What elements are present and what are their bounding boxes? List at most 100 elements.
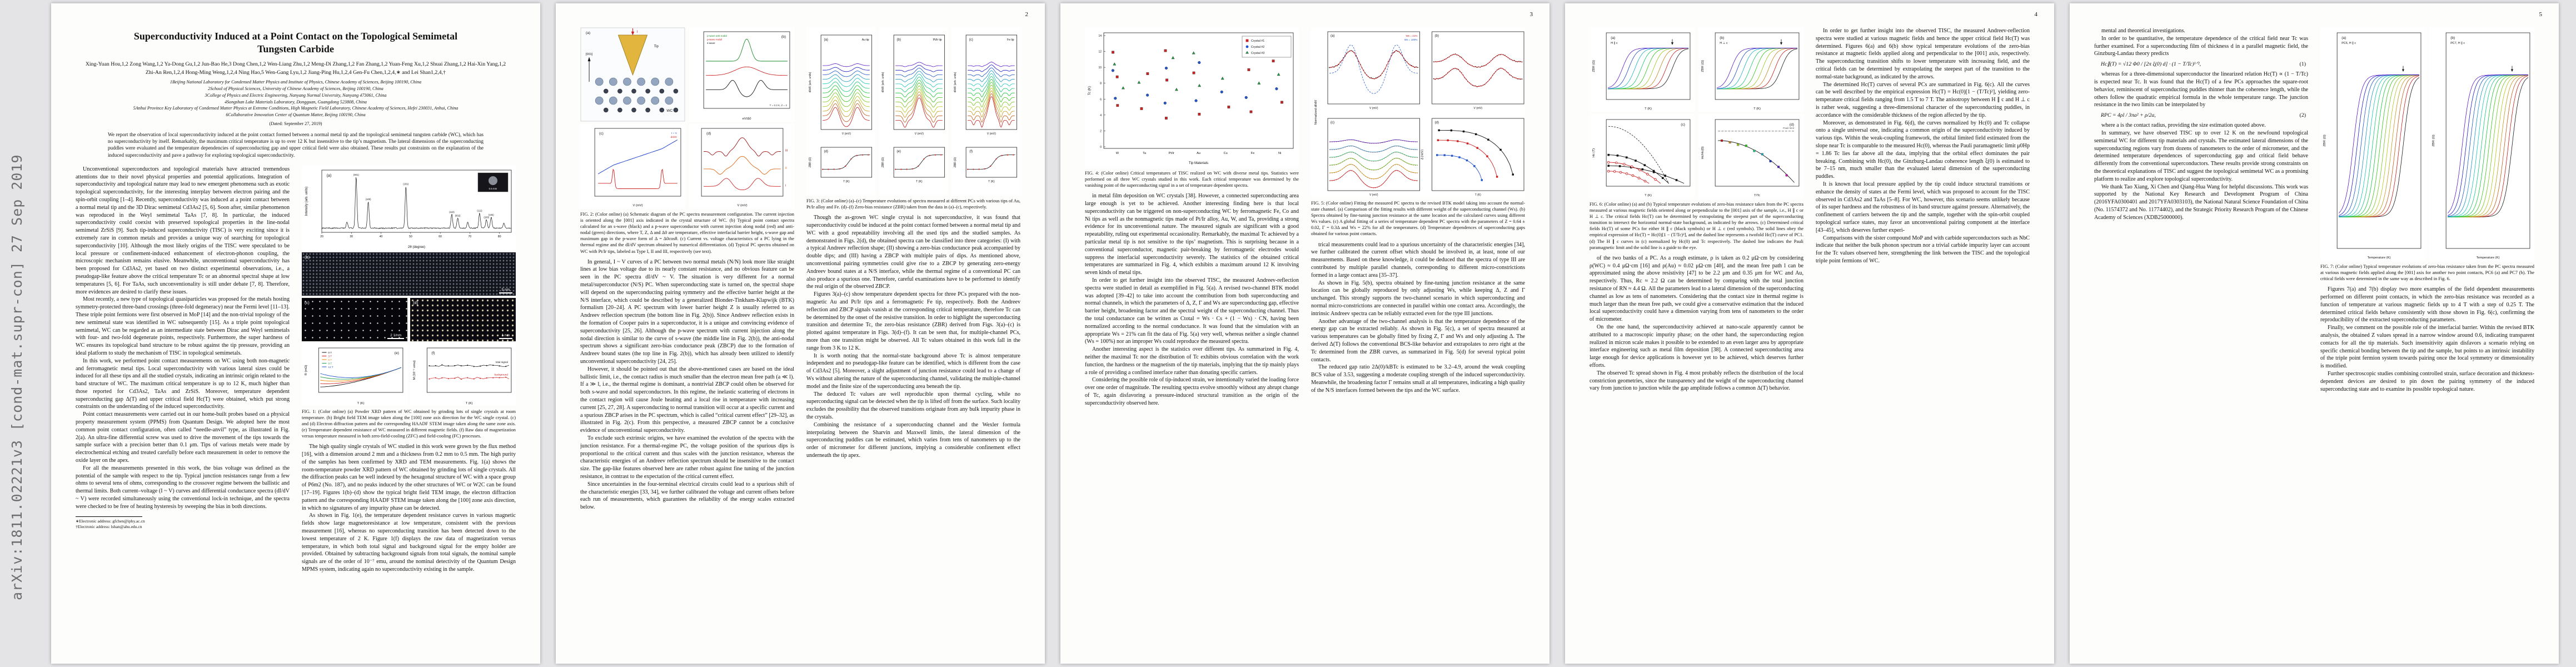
panel-label: (b): [305, 254, 310, 260]
figure-2-btk-panel: p-wave anti-nodal p-wave nodal s-wave T = 0…: [689, 27, 794, 122]
page-1: Superconductivity Induced at a Point Con…: [51, 3, 540, 664]
figure-3-au-panel: Au tip (a) V (mV) dI/dV (arb. units) (d) T (K…: [806, 27, 875, 195]
footnote-line: †Electronic address: lshan@ahu.edu.cn: [76, 524, 142, 530]
body-paragraphs: In order to get further insight into the…: [1816, 27, 2030, 265]
affiliation-line: 1Beijing National Laboratory for Condens…: [170, 79, 422, 85]
figure-5: (a) Ws = 21% Ws = 100% V (mV) Normalized dI/…: [1311, 27, 1525, 237]
svg-text:(d): (d): [706, 132, 711, 136]
page-number: 2: [1025, 11, 1029, 18]
body-paragraph: In summary, we have observed TISC up to …: [2094, 130, 2308, 182]
svg-text:(111): (111): [477, 209, 482, 212]
svg-text:(110): (110): [449, 211, 455, 213]
scale-bar: 5 nm: [499, 288, 512, 293]
body-paragraph: mental and theoretical investigations.: [2101, 28, 2185, 34]
body-paragraphs: of the two banks of a PC. As a rough est…: [1590, 255, 1803, 392]
svg-text:Cu: Cu: [1224, 152, 1228, 155]
svg-text:PC6, H ∥ c: PC6, H ∥ c: [2341, 42, 2356, 45]
svg-text:(001): (001): [353, 173, 359, 176]
page-number: 5: [2539, 11, 2543, 18]
equation-number: (2): [2299, 112, 2306, 119]
svg-text:80: 80: [498, 235, 501, 238]
svg-text:Ws = 21%: Ws = 21%: [1406, 34, 1417, 37]
svg-text:10: 10: [1098, 66, 1102, 69]
body-paragraph: in metal film deposition on WC crystals …: [1085, 193, 1299, 276]
figure-4: 0 2 4 6 8 10 12 14 W Ta Pt/Ir Au Cu Fe Ni Crystal #1 Cry…: [1085, 27, 1299, 188]
figure-1-stem-image: (d) 1 nm: [410, 297, 516, 341]
svg-text:(d): (d): [1790, 123, 1794, 127]
svg-text:I: I: [785, 184, 786, 187]
author-list: Xing-Yuan Hou,1,2 Zong Wang,1,2 Ya-Dong …: [85, 61, 506, 76]
svg-text:T = 0.3 K, Z = 3: T = 0.3 K, Z = 3: [770, 104, 788, 107]
svg-text:(f): (f): [970, 150, 973, 153]
body-paragraphs: Unconventional superconductors and topol…: [76, 166, 290, 511]
body-paragraph: The determined Hc(T) curves of several P…: [1816, 81, 2030, 118]
body-paragraph: In order to be quantitative, the tempera…: [2094, 35, 2308, 57]
affiliation-line: 6Collaborative Innovation Center of Quan…: [226, 112, 366, 118]
svg-text:0.5 mm: 0.5 mm: [489, 187, 497, 190]
svg-text:(d): (d): [1435, 121, 1439, 125]
page3-left-column: 0 2 4 6 8 10 12 14 W Ta Pt/Ir Au Cu Fe Ni Crystal #1 Cry…: [1085, 27, 1299, 634]
svg-text:ZBR (Ω): ZBR (Ω): [809, 157, 812, 167]
svg-text:3 T: 3 T: [328, 355, 332, 357]
body-paragraph: To exclude such extrinsic origins, we ha…: [580, 435, 794, 480]
svg-text:eV/Δ0: eV/Δ0: [743, 117, 751, 121]
svg-text:12 T: 12 T: [328, 366, 333, 369]
body-paragraph: The high quality single crystals of WC s…: [302, 444, 516, 511]
svg-text:0 T: 0 T: [328, 351, 332, 354]
body-paragraph: Combining the resistance of a supercondu…: [806, 421, 1020, 459]
body-paragraphs: Though the as-grown WC single crystal is…: [806, 214, 1020, 460]
footnote-block: ∗Electronic address: gfchen@iphy.ac.cn †E…: [76, 519, 290, 530]
figure-3-fe-panel: Fe tip (c) V (mV) dI/dV (arb. units) (f) T (K…: [951, 27, 1020, 195]
body-paragraph: Figures 3(a)–(c) show temperature depend…: [806, 291, 1020, 351]
svg-text:(b): (b): [896, 38, 900, 42]
svg-text:6: 6: [1100, 98, 1102, 101]
svg-text:50: 50: [409, 235, 412, 238]
svg-text:p-wave nodal: p-wave nodal: [707, 38, 722, 41]
svg-text:dI/dV (arb. units): dI/dV (arb. units): [809, 72, 812, 92]
figure-6: (a) H ∥ c T (K) ZBR (Ω) (b) H ⊥ c T (K) ZBR (Ω…: [1590, 27, 1803, 251]
svg-text:Ws = 100%: Ws = 100%: [1404, 38, 1418, 41]
affiliation-line: 4Songshan Lake Materials Laboratory, Don…: [225, 99, 367, 104]
svg-text:(100): (100): [366, 198, 371, 201]
body-paragraph: where a is the contact radius, providing…: [2101, 122, 2266, 129]
svg-text:Ni: Ni: [1278, 152, 1281, 155]
svg-text:V (mV): V (mV): [737, 204, 747, 207]
figure-7-caption: FIG. 7: (Color online) Typical temperatu…: [2320, 264, 2534, 282]
svg-text:(102): (102): [489, 213, 494, 216]
body-paragraph: It is worth noting that the normal-state…: [806, 352, 1020, 390]
svg-text:ZBR (Ω): ZBR (Ω): [1701, 60, 1705, 72]
svg-text:T (K): T (K): [843, 180, 850, 183]
affiliation-line: 5Anhui Province Key Laboratory of Conden…: [133, 106, 459, 111]
svg-text:T (K): T (K): [1645, 107, 1652, 111]
body-paragraph: Considering the possible role of tip-ind…: [1085, 377, 1299, 406]
figure-1-caption: FIG. 1: (Color online) (a) Powder XRD pa…: [302, 409, 516, 439]
svg-text:(c): (c): [1681, 123, 1685, 127]
svg-text:(c): (c): [969, 38, 973, 42]
svg-text:Au tip: Au tip: [862, 38, 869, 42]
page-number: 4: [2034, 11, 2038, 18]
svg-text:Hc/Hc(0): Hc/Hc(0): [1701, 147, 1705, 160]
figure-6-hc-panel: (c) T (K) Hc (T): [1590, 114, 1695, 198]
svg-text:40: 40: [380, 235, 383, 238]
page5-right-column: (a) PC6, H ∥ c Temperature (K) ZBR (Ω) (b) P…: [2320, 27, 2534, 634]
paper-title: Superconductivity Induced at a Point Con…: [133, 31, 458, 55]
body-paragraph: whereas for a three-dimensional supercon…: [2094, 71, 2308, 108]
equation-1: Hc∥(T) = √12 Φ0 / [2π ξ(0) d] · (1 − T/T…: [2101, 61, 2306, 67]
page2-left-column: I [001] Tip WC (a) p-wave anti-nodal p-wave n…: [580, 27, 794, 634]
body-paragraphs: In general, I ~ V curves of a PC between…: [580, 258, 794, 511]
svg-text:ZBR (Ω): ZBR (Ω): [2432, 135, 2435, 146]
page3-right-column: (a) Ws = 21% Ws = 100% V (mV) Normalized dI/…: [1311, 27, 1525, 634]
body-paragraph: of the two banks of a PC. As a rough est…: [1590, 255, 1803, 323]
svg-text:III: III: [785, 150, 788, 153]
svg-text:V (mV): V (mV): [1473, 107, 1482, 110]
body-paragraph: The observed Tc spread shown in Fig. 4 m…: [1590, 370, 1803, 392]
panel-label: (c): [305, 300, 310, 305]
page-number: 3: [1529, 11, 1533, 18]
body-paragraph: Another advantage of the two-channel ana…: [1311, 318, 1525, 363]
svg-text:ZBR (Ω): ZBR (Ω): [2323, 135, 2326, 146]
figure-1: (001) (100) (101) (110) (002) (111) (200) (102)…: [302, 165, 516, 439]
scale-bar: 2 1/nm: [387, 334, 404, 339]
svg-text:Intensity (arb. units): Intensity (arb. units): [305, 186, 308, 216]
